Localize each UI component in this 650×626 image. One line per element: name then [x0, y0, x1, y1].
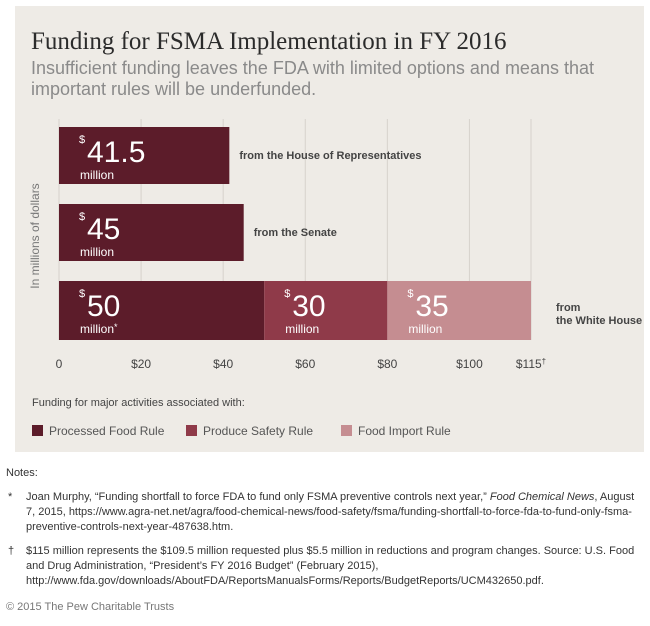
notes-section: Notes: * Joan Murphy, “Funding shortfall… — [6, 466, 642, 598]
currency-symbol: $ — [79, 134, 85, 146]
currency-symbol: $ — [79, 288, 85, 300]
x-tick-label: 0 — [56, 357, 63, 371]
bar-unit-label: million — [80, 245, 114, 259]
bar-unit-label: million* — [80, 322, 118, 336]
legend-title: Funding for major activities associated … — [32, 397, 245, 409]
bar-value: 30 — [292, 290, 325, 323]
x-tick-label: $20 — [131, 357, 151, 371]
bar-value: 41.5 — [87, 136, 145, 169]
bar-unit-label: million — [408, 322, 442, 336]
bar-segment — [59, 127, 230, 184]
x-tick-label: $100 — [456, 357, 483, 371]
bar-segment — [59, 204, 244, 261]
currency-symbol: $ — [79, 211, 85, 223]
category-label: from the White House — [556, 302, 642, 327]
note-text: Joan Murphy, “Funding shortfall to force… — [26, 491, 490, 503]
bar-unit-label: million — [285, 322, 319, 336]
bar-segment — [387, 281, 531, 340]
y-axis-label: In millions of dollars — [28, 183, 42, 288]
category-label: from the Senate — [254, 227, 337, 239]
bar-segment — [59, 281, 265, 340]
category-label: from the House of Representatives — [239, 150, 421, 162]
currency-symbol: $ — [407, 288, 413, 300]
notes-heading: Notes: — [6, 467, 38, 479]
bar-value: 45 — [87, 213, 120, 246]
note-italic-text: Food Chemical News — [489, 491, 595, 503]
note-item: * Joan Murphy, “Funding shortfall to for… — [6, 490, 642, 535]
legend-label: Produce Safety Rule — [203, 424, 313, 438]
note-text-after: , August 7, 2015, https://www.agra-net.n… — [26, 491, 635, 533]
note-symbol: * — [8, 491, 13, 503]
legend-label: Food Import Rule — [358, 424, 451, 438]
x-tick-label: $115† — [516, 357, 546, 371]
bar-segment — [264, 281, 388, 340]
note-item: † $115 million represents the $109.5 mil… — [6, 544, 642, 589]
x-tick-label: $60 — [295, 357, 315, 371]
copyright: © 2015 The Pew Charitable Trusts — [6, 601, 175, 613]
bar-unit-label: million — [80, 168, 114, 182]
chart-subtitle: Insufficient funding leaves the FDA with… — [31, 58, 594, 99]
funding-bar-chart: 0 $20 $40 $60 $80 $100 $115† In millions of dol… — [28, 119, 642, 438]
legend-label: Processed Food Rule — [49, 424, 165, 438]
x-tick-label: $80 — [377, 357, 397, 371]
bar-value: 35 — [415, 290, 448, 323]
legend-swatch — [32, 425, 43, 436]
note-text: $115 million represents the $109.5 milli… — [26, 545, 635, 587]
bar-value: 50 — [87, 290, 120, 323]
chart-title: Funding for FSMA Implementation in FY 20… — [31, 28, 507, 55]
currency-symbol: $ — [284, 288, 290, 300]
legend-swatch — [186, 425, 197, 436]
x-tick-label: $40 — [213, 357, 233, 371]
legend-swatch — [341, 425, 352, 436]
note-symbol: † — [8, 545, 15, 557]
